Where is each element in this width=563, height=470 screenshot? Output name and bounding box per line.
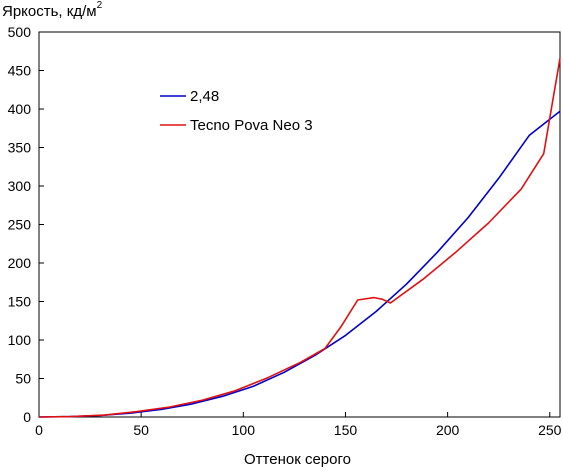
tick-marks [38, 31, 551, 418]
x-tick-label: 200 [436, 422, 460, 438]
legend: 2,48 Tecno Pova Neo 3 [160, 88, 313, 134]
y-tick-label: 200 [8, 255, 32, 271]
y-tick-label: 450 [8, 63, 32, 79]
x-tick-label: 0 [35, 422, 43, 438]
series-line-2 [38, 58, 561, 418]
legend-label-2: Tecno Pova Neo 3 [190, 117, 313, 134]
y-axis-title: Яркость, кд/м2 [2, 0, 103, 20]
x-tick-label: 100 [232, 422, 256, 438]
series-layer [38, 58, 561, 418]
x-tick-label: 50 [133, 422, 149, 438]
plot-frame [38, 31, 561, 418]
y-tick-label: 250 [8, 217, 32, 233]
tick-labels: 0 50 100 150 200 250 0 50 100 150 200 250 300 350 400 4… [8, 24, 562, 438]
x-axis-label: Оттенок серого [244, 451, 351, 468]
y-axis-label-superscript: 2 [96, 0, 103, 11]
y-tick-label: 150 [8, 294, 32, 310]
y-tick-label: 500 [8, 24, 32, 40]
y-tick-label: 400 [8, 101, 32, 117]
x-tick-label: 250 [538, 422, 562, 438]
y-axis-label: Яркость, кд/м [2, 3, 97, 20]
legend-label-1: 2,48 [190, 88, 219, 105]
x-tick-label: 150 [334, 422, 358, 438]
series-line-1 [38, 110, 561, 418]
y-tick-label: 100 [8, 332, 32, 348]
y-tick-label: 350 [8, 140, 32, 156]
plot-border [38, 31, 561, 418]
y-tick-label: 300 [8, 178, 32, 194]
y-tick-label: 50 [15, 371, 31, 387]
y-tick-label: 0 [23, 409, 31, 425]
